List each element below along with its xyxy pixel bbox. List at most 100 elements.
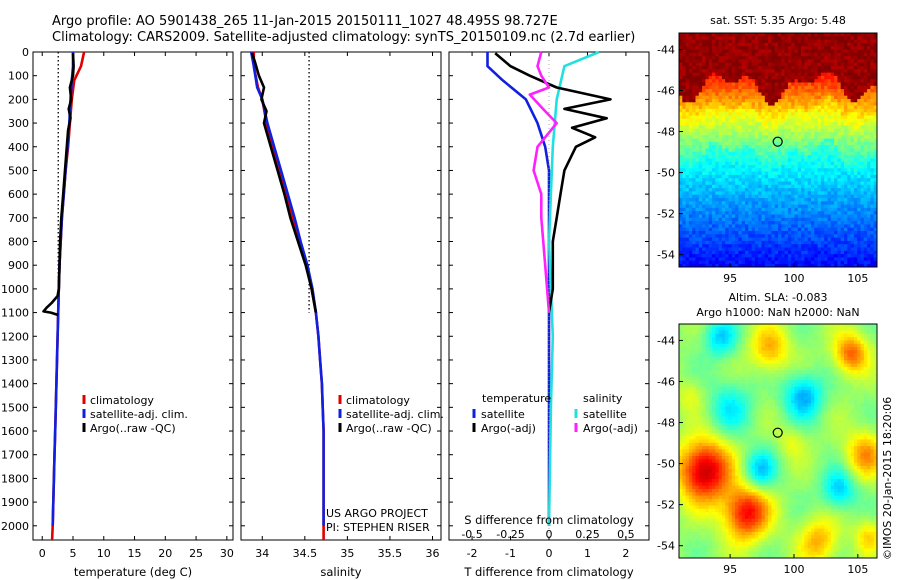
- sla-map-panel: 95 100 105 -44 -46 -48 -50 -52 -54 Altim. SLA: -0…: [657, 291, 878, 576]
- salinity-difference-tick-label: 0: [546, 528, 553, 541]
- sla-map-xtick-label: 100: [783, 563, 804, 576]
- temperature-axes-box: [32, 51, 234, 541]
- depth-tick-label: 1800: [1, 472, 29, 485]
- salinity-panel: 34 34.5 35 35.5 36 salinity climatologysatelli…: [240, 51, 444, 579]
- depth-tick-label: 1600: [1, 425, 29, 438]
- sst-map-axes-box: [678, 32, 878, 268]
- sst-map-panel: 95 100 105 -44 -46 -48 -50 -52 -54 sat. SST: 5.35…: [657, 14, 878, 285]
- sla-map-axes-box: [678, 323, 878, 559]
- sst-map-ytick-label: -48: [657, 126, 675, 139]
- salinity-annotation: PI: STEPHEN RISER: [326, 521, 430, 534]
- temperature-panel: 0100200300400500600700800900100011001200…: [1, 46, 234, 579]
- difference-legend-temperature-entry: satellite: [481, 408, 525, 421]
- sla-map-ytick-label: -50: [657, 458, 675, 471]
- salinity-series-argo-raw-qc-: [250, 52, 318, 313]
- difference-panel: -2 -1 0 1 2 T difference from climatology -0.5…: [448, 50, 650, 579]
- difference-legend-salinity-entry: Argo(-adj): [583, 422, 638, 435]
- sst-map-ytick-label: -46: [657, 84, 675, 97]
- salinity-annotation: US ARGO PROJECT: [326, 507, 428, 520]
- sla-map-subtitle: Argo h1000: NaN h2000: NaN: [696, 306, 859, 319]
- depth-tick-label: 1900: [1, 496, 29, 509]
- temperature-xtick-label: 0: [39, 547, 46, 560]
- difference-legend-salinity-entry: satellite: [583, 408, 627, 421]
- difference-series-temperature-satellite: [486, 52, 551, 526]
- difference-xtick-label: -1: [505, 547, 516, 560]
- salinity-xtick-label: 34: [255, 547, 269, 560]
- depth-tick-label: 1400: [1, 378, 29, 391]
- temperature-legend-entry: satellite-adj. clim.: [90, 408, 188, 421]
- temperature-series-argo-raw-qc-: [42, 53, 75, 317]
- salinity-difference-tick-label: -0.5: [461, 528, 482, 541]
- salinity-difference-xlabel: S difference from climatology: [464, 513, 634, 527]
- salinity-axes-box: [240, 51, 442, 541]
- sst-map-xtick-label: 105: [847, 272, 868, 285]
- depth-tick-label: 1500: [1, 401, 29, 414]
- depth-tick-label: 2000: [1, 520, 29, 533]
- depth-tick-label: 500: [8, 164, 29, 177]
- sla-map-argo-position-marker: [772, 427, 783, 438]
- sst-map-ytick-label: -54: [657, 249, 675, 262]
- depth-tick-label: 1000: [1, 283, 29, 296]
- difference-xlabel: T difference from climatology: [463, 565, 634, 579]
- temperature-xtick-label: 30: [220, 547, 234, 560]
- temperature-legend-entry: climatology: [90, 394, 154, 407]
- depth-tick-label: 200: [8, 93, 29, 106]
- salinity-difference-tick-label: 0.5: [617, 528, 635, 541]
- salinity-difference-tick-label: -0.25: [496, 528, 524, 541]
- sla-map-field: [679, 324, 877, 558]
- depth-tick-label: 100: [8, 70, 29, 83]
- temperature-xtick-label: 20: [158, 547, 172, 560]
- sst-map-argo-position-marker: [772, 136, 783, 147]
- temperature-xlabel: temperature (deg C): [74, 565, 192, 579]
- sst-map-xtick-label: 100: [783, 272, 804, 285]
- figure-title-line2: Climatology: CARS2009. Satellite-adjuste…: [52, 30, 636, 45]
- depth-tick-label: 700: [8, 212, 29, 225]
- sst-map-field: [679, 33, 877, 267]
- depth-tick-label: 1100: [1, 307, 29, 320]
- credit-text: ©IMOS 20-Jan-2015 18:20:06: [881, 397, 894, 560]
- salinity-xtick-label: 35: [340, 547, 354, 560]
- depth-tick-label: 900: [8, 259, 29, 272]
- depth-tick-label: 800: [8, 236, 29, 249]
- difference-legend-temperature-title: temperature: [482, 392, 551, 405]
- temperature-legend-entry: Argo(..raw -QC): [90, 422, 176, 435]
- depth-tick-label: 600: [8, 188, 29, 201]
- salinity-xlabel: salinity: [320, 565, 361, 579]
- sst-map-ytick-label: -50: [657, 167, 675, 180]
- sla-map-ytick-label: -48: [657, 417, 675, 430]
- sla-map-ytick-label: -54: [657, 540, 675, 553]
- salinity-difference-tick-label: 0.25: [575, 528, 600, 541]
- difference-xtick-label: 1: [584, 547, 591, 560]
- difference-xtick-label: 2: [622, 547, 629, 560]
- temperature-xtick-label: 10: [97, 547, 111, 560]
- sla-map-ytick-label: -52: [657, 499, 675, 512]
- temperature-xtick-label: 5: [70, 547, 77, 560]
- sst-map-ytick-label: -44: [657, 43, 675, 56]
- salinity-legend-entry: Argo(..raw -QC): [346, 422, 432, 435]
- sla-map-ytick-label: -44: [657, 334, 675, 347]
- sla-map-title: Altim. SLA: -0.083: [728, 291, 827, 304]
- difference-legend-temperature-entry: Argo(-adj): [481, 422, 536, 435]
- salinity-xtick-label: 36: [425, 547, 439, 560]
- salinity-legend-entry: satellite-adj. clim.: [346, 408, 444, 421]
- difference-xtick-label: 0: [546, 547, 553, 560]
- salinity-xtick-label: 34.5: [293, 547, 318, 560]
- salinity-xtick-label: 35.5: [378, 547, 403, 560]
- difference-xtick-label: -2: [467, 547, 478, 560]
- sla-map-ytick-label: -46: [657, 375, 675, 388]
- sst-map-xtick-label: 95: [723, 272, 737, 285]
- figure-title-line1: Argo profile: AO 5901438_265 11-Jan-2015…: [52, 14, 558, 29]
- depth-tick-label: 400: [8, 141, 29, 154]
- salinity-legend-entry: climatology: [346, 394, 410, 407]
- sst-map-ytick-label: -52: [657, 208, 675, 221]
- temperature-xtick-label: 25: [189, 547, 203, 560]
- depth-tick-label: 0: [22, 46, 29, 59]
- difference-series-salinity-argo-adj-: [528, 51, 559, 313]
- depth-tick-label: 1300: [1, 354, 29, 367]
- temperature-xtick-label: 15: [128, 547, 142, 560]
- difference-series-salinity-satellite: [547, 50, 600, 526]
- difference-legend-salinity-title: salinity: [583, 392, 623, 405]
- depth-tick-label: 1200: [1, 330, 29, 343]
- depth-tick-label: 300: [8, 117, 29, 130]
